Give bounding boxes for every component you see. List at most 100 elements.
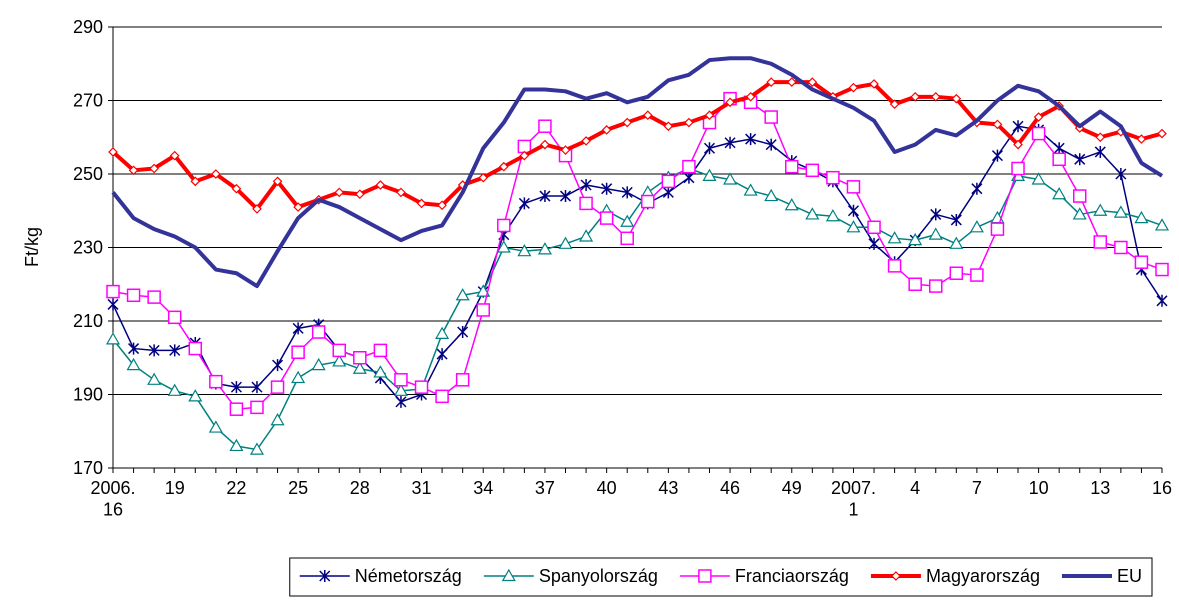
marker [1093,203,1108,216]
x-tick-label: 43 [658,478,678,498]
x-tick-label: 16 [1152,478,1172,498]
y-tick-label: 270 [73,91,103,111]
x-tick-label: 28 [350,478,370,498]
marker [209,374,223,389]
y-tick-label: 190 [73,385,103,405]
marker [1114,240,1128,255]
x-tick-label: 7 [972,478,982,498]
marker [1157,128,1167,139]
marker [601,125,612,135]
marker [319,570,331,582]
marker [169,150,180,161]
marker [622,117,633,128]
marker [559,190,572,203]
marker [231,183,242,194]
x-tick-label: 46 [720,478,740,498]
marker [723,172,738,185]
marker [293,202,303,212]
series-line [111,80,1163,211]
marker [1031,126,1046,141]
marker [1011,161,1025,176]
marker [807,77,818,87]
marker [252,204,262,214]
y-tick-label: 290 [73,17,103,37]
marker [478,172,489,183]
marker [1115,168,1127,180]
marker [436,348,448,361]
marker [930,208,942,221]
marker [457,326,469,339]
marker [188,341,203,356]
marker [272,176,283,187]
marker [540,139,550,150]
marker [210,169,221,179]
marker [496,240,511,253]
marker [971,182,983,195]
marker [662,186,674,199]
marker [1094,145,1106,158]
marker [887,259,902,273]
marker [353,351,367,365]
marker [147,372,162,385]
marker [558,236,573,249]
marker [414,380,429,394]
marker [969,220,984,233]
marker [1093,235,1108,249]
legend-label: Németország [355,566,462,586]
marker [1053,142,1065,155]
marker [661,174,676,189]
marker [1033,112,1044,122]
marker [108,147,118,157]
marker [908,232,923,246]
series-line [112,167,1163,451]
marker [1095,132,1106,143]
legend-label: Spanyolország [539,566,658,586]
marker [868,237,880,250]
marker [950,213,962,226]
x-tick-label: 2006. 16 [90,478,135,520]
y-tick-label: 210 [73,311,103,331]
marker [970,268,984,282]
marker [352,361,367,374]
marker [846,180,861,194]
marker [784,198,799,211]
marker [910,91,921,102]
marker [539,190,551,203]
marker [703,142,716,155]
marker [416,198,427,209]
x-tick-label: 34 [473,478,493,498]
marker [149,163,159,174]
x-tick-label: 10 [1029,478,1049,498]
marker [249,442,265,455]
marker [887,231,902,244]
marker [1154,218,1170,231]
marker [1013,139,1023,150]
marker [497,218,511,233]
marker [250,400,264,415]
marker [698,569,712,583]
marker [869,79,879,89]
y-axis-label: Ft/kg [22,227,42,267]
marker [272,359,284,372]
marker [580,179,592,192]
marker [251,381,263,394]
marker [311,357,326,371]
marker [167,310,182,325]
marker [1052,187,1067,200]
marker [538,119,552,133]
legend: Németország Spanyolország Franciaország Mag… [289,557,1153,597]
marker [745,91,756,102]
marker [437,200,447,211]
marker [395,395,407,408]
marker [725,97,735,108]
marker [291,370,306,384]
x-tick-label: 4 [910,478,920,498]
marker [126,288,141,303]
marker [786,77,797,87]
marker [1113,205,1128,218]
marker [620,231,634,246]
marker [188,389,203,402]
marker [805,163,820,178]
marker [393,383,408,396]
